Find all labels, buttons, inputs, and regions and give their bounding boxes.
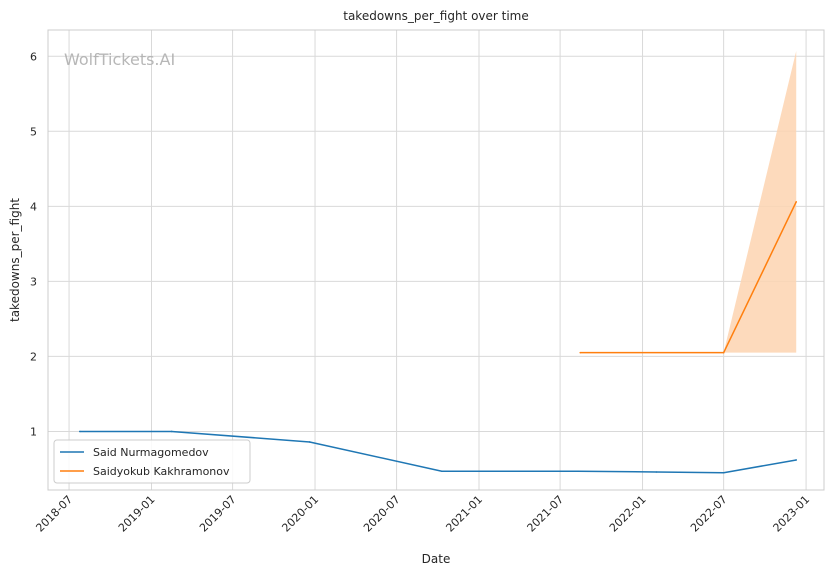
series-lines <box>79 201 798 474</box>
watermark: WolfTickets.AI <box>64 50 175 69</box>
chart-title: takedowns_per_fight over time <box>343 9 529 23</box>
data-point-said-nurmagomedov <box>722 471 725 474</box>
legend-box <box>53 439 251 484</box>
legend-label-said-nurmagomedov: Said Nurmagomedov <box>93 446 209 459</box>
y-tick-label: 3 <box>30 275 37 288</box>
plot-frame <box>47 29 825 491</box>
data-point-said-nurmagomedov <box>79 430 81 433</box>
data-point-said-nurmagomedov <box>308 441 311 443</box>
band-saidyokub-kakhramonov <box>580 51 797 353</box>
legend: Said Nurmagomedov Saidyokub Kakhramonov <box>53 439 251 484</box>
y-tick-label: 5 <box>30 125 37 138</box>
confidence-bands <box>580 51 797 353</box>
data-point-said-nurmagomedov <box>577 470 579 473</box>
data-point-said-nurmagomedov <box>795 459 798 461</box>
data-point-said-nurmagomedov <box>655 471 658 473</box>
data-point-saidyokub-kakhramonov <box>579 351 582 354</box>
legend-label-saidyokub-kakhramonov: Saidyokub Kakhramonov <box>93 465 230 478</box>
y-axis-title: takedowns_per_fight <box>8 198 22 322</box>
data-point-saidyokub-kakhramonov <box>722 351 725 354</box>
x-axis-title: Date <box>422 552 451 566</box>
series-line-said-nurmagomedov <box>79 430 797 474</box>
data-point-said-nurmagomedov <box>441 470 443 473</box>
data-point-said-nurmagomedov <box>170 430 173 433</box>
y-tick-label: 6 <box>30 50 37 63</box>
y-tick-labels: 1 2 3 4 5 6 <box>30 50 37 438</box>
y-tick-label: 2 <box>30 350 37 363</box>
y-tick-label: 1 <box>30 425 37 438</box>
y-tick-label: 4 <box>30 200 37 213</box>
data-point-saidyokub-kakhramonov <box>795 201 798 203</box>
